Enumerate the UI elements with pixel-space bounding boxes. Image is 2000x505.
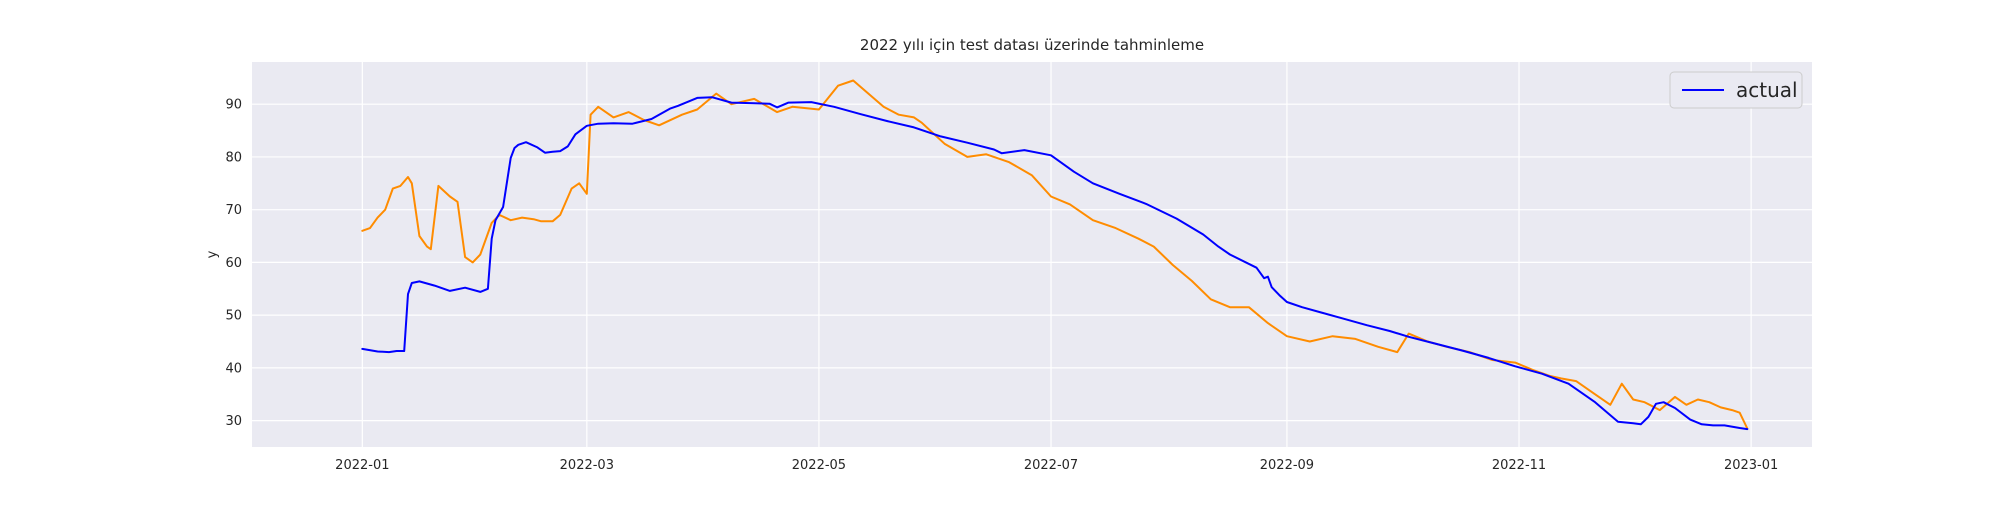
series-layer bbox=[361, 79, 1749, 431]
y-tick-label: 30 bbox=[225, 414, 242, 429]
x-tick-label: 2022-07 bbox=[1024, 458, 1078, 473]
plot-area bbox=[252, 62, 1812, 447]
chart-title: 2022 yılı için test datası üzerinde tahm… bbox=[860, 36, 1204, 54]
legend: actual bbox=[1669, 71, 1803, 109]
series-line-actual bbox=[361, 96, 1749, 431]
y-tick-label: 80 bbox=[225, 150, 242, 165]
y-tick-label: 50 bbox=[225, 309, 242, 324]
x-tick-label: 2022-03 bbox=[560, 458, 614, 473]
x-tick-labels: 2022-01 2022-03 2022-05 2022-07 2022-09 2022-… bbox=[335, 458, 1778, 473]
y-tick-labels: 30 40 50 60 70 80 90 bbox=[225, 98, 242, 429]
y-tick-label: 60 bbox=[225, 256, 242, 271]
x-tick-label: 2022-09 bbox=[1260, 458, 1314, 473]
y-axis-label: y bbox=[205, 250, 220, 258]
y-gridlines bbox=[252, 103, 1812, 422]
y-tick-label: 40 bbox=[225, 361, 242, 376]
x-tick-label: 2023-01 bbox=[1724, 458, 1778, 473]
x-tick-label: 2022-11 bbox=[1492, 458, 1546, 473]
legend-label-actual: actual bbox=[1736, 78, 1798, 102]
y-tick-label: 70 bbox=[225, 203, 242, 218]
legend-box bbox=[1669, 71, 1803, 109]
y-tick-label: 90 bbox=[225, 98, 242, 113]
x-tick-label: 2022-01 bbox=[335, 458, 389, 473]
x-tick-label: 2022-05 bbox=[792, 458, 846, 473]
